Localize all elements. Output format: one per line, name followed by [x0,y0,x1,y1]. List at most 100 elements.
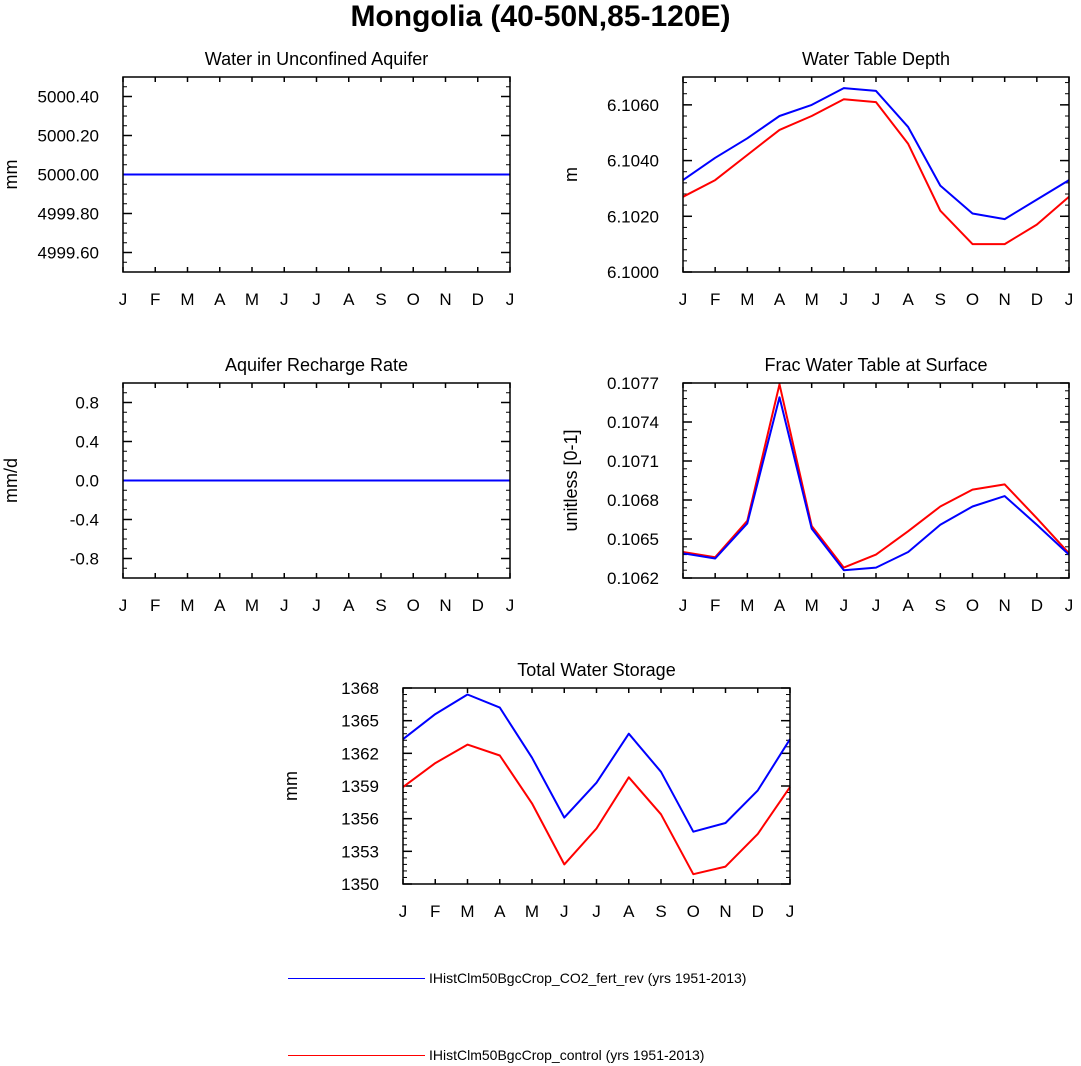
x-tick-label: F [710,596,720,615]
x-tick-label: A [902,290,914,309]
x-tick-label: A [214,596,226,615]
x-tick-label: A [343,596,355,615]
y-tick-label: -0.8 [70,550,99,569]
series-line-2 [682,383,1070,569]
x-tick-label: O [407,290,420,309]
x-tick-label: M [740,290,754,309]
x-tick-label: S [935,290,946,309]
y-tick-label: 1368 [341,679,379,698]
y-tick-label: 5000.20 [38,127,99,146]
x-tick-label: D [1031,596,1043,615]
x-tick-label: M [180,596,194,615]
x-tick-label: D [1031,290,1043,309]
series-line-2 [402,743,791,876]
x-tick-label: J [399,902,408,921]
legend-label-2: IHistClm50BgcCrop_control (yrs 1951-2013… [429,1047,705,1063]
chart-title: Aquifer Recharge Rate [225,355,408,375]
x-tick-label: M [460,902,474,921]
y-tick-label: 4999.80 [38,205,99,224]
x-tick-label: J [840,290,849,309]
y-tick-label: 6.1020 [607,207,659,226]
y-axis-label: mm [1,160,21,190]
x-tick-label: J [872,290,881,309]
chart-panel-4: Frac Water Table at Surface unitless [0-1… [561,355,1073,615]
x-tick-label: A [343,290,355,309]
chart-title: Water Table Depth [802,49,950,69]
x-tick-label: J [872,596,881,615]
y-tick-label: 0.8 [75,394,99,413]
y-tick-label: 1362 [341,744,379,763]
series-line-1 [682,87,1070,221]
y-axis-label: unitless [0-1] [561,429,581,531]
x-tick-label: O [966,596,979,615]
x-tick-label: N [439,596,451,615]
legend-label-1: IHistClm50BgcCrop_CO2_fert_rev (yrs 1951… [429,970,747,986]
x-tick-label: D [752,902,764,921]
y-tick-label: 6.1040 [607,152,659,171]
x-tick-label: S [375,596,386,615]
y-axis-label: mm [281,771,301,801]
y-tick-label: 1353 [341,842,379,861]
y-tick-label: 1356 [341,810,379,829]
x-tick-label: A [494,902,506,921]
x-tick-label: J [280,290,289,309]
x-tick-label: M [740,596,754,615]
plot-frame [122,76,511,273]
y-tick-label: 0.1071 [607,452,659,471]
x-tick-label: O [687,902,700,921]
x-tick-label: S [935,596,946,615]
x-tick-label: A [774,596,786,615]
y-tick-label: 0.1077 [607,374,659,393]
x-tick-label: J [506,596,515,615]
x-tick-label: J [786,902,795,921]
legend-line-red [288,1055,425,1056]
x-tick-label: M [245,290,259,309]
y-tick-label: 0.1074 [607,413,659,432]
figure-title: Mongolia (40-50N,85-120E) [350,0,731,33]
plot-frame [682,76,1070,273]
x-tick-label: J [280,596,289,615]
x-tick-label: F [150,596,160,615]
y-tick-label: 0.1065 [607,530,659,549]
x-tick-label: J [1065,290,1074,309]
x-tick-label: F [710,290,720,309]
chart-title: Total Water Storage [517,660,675,680]
x-tick-label: M [180,290,194,309]
y-tick-label: 5000.00 [38,166,99,185]
plot-frame [402,687,791,885]
x-tick-label: J [312,596,321,615]
y-tick-label: 5000.40 [38,88,99,107]
x-tick-label: J [560,902,569,921]
x-tick-label: F [150,290,160,309]
y-tick-label: 4999.60 [38,244,99,263]
series-line-1 [402,693,791,833]
y-axis-label: mm/d [1,458,21,503]
y-tick-label: 1350 [341,875,379,894]
x-tick-label: A [214,290,226,309]
x-tick-label: M [805,290,819,309]
x-tick-label: J [679,596,688,615]
x-tick-label: J [1065,596,1074,615]
x-tick-label: F [430,902,440,921]
x-tick-label: N [719,902,731,921]
x-tick-label: A [623,902,635,921]
x-tick-label: D [472,290,484,309]
x-tick-label: J [506,290,515,309]
x-tick-label: S [375,290,386,309]
y-tick-label: 0.0 [75,472,99,491]
x-tick-label: J [119,290,128,309]
x-tick-label: M [525,902,539,921]
y-tick-label: 1359 [341,777,379,796]
x-tick-label: J [312,290,321,309]
x-tick-label: N [999,290,1011,309]
plot-frame [682,382,1070,579]
x-tick-label: A [774,290,786,309]
x-tick-label: J [119,596,128,615]
x-tick-label: O [407,596,420,615]
x-tick-label: M [245,596,259,615]
y-tick-label: -0.4 [70,511,99,530]
